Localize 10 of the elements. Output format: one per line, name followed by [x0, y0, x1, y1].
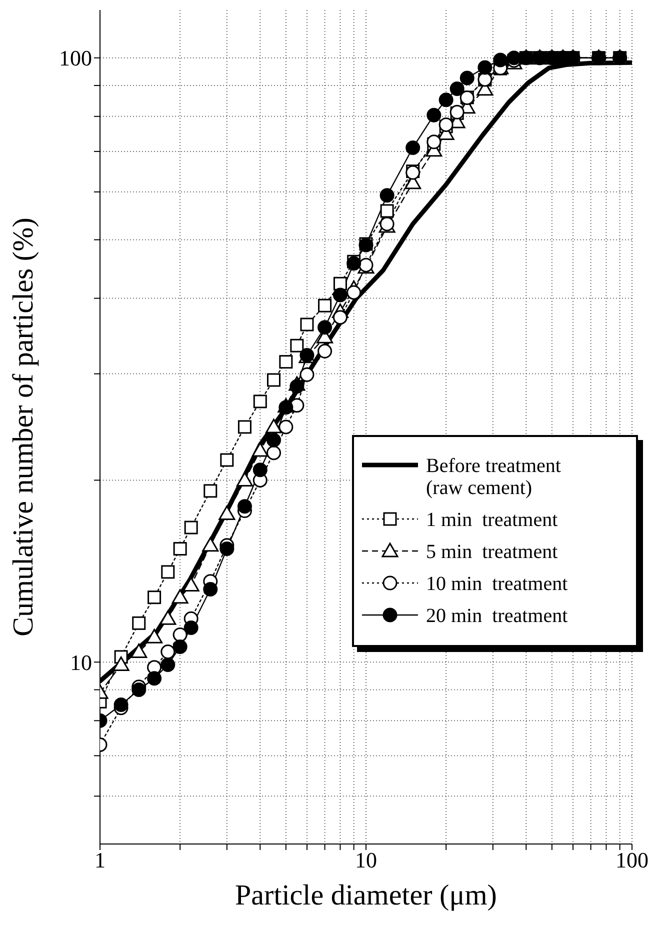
- x-tick-label: 100: [616, 848, 648, 873]
- legend-label: 20 min treatment: [426, 605, 568, 627]
- legend-label: 5 min treatment: [426, 541, 558, 563]
- legend-label: 10 min treatment: [426, 573, 568, 595]
- legend-label: Before treatment (raw cement): [426, 455, 562, 499]
- x-axis-title: Particle diameter (μm): [235, 880, 497, 912]
- y-axis-title: Cumulative number of particles (%): [7, 218, 40, 636]
- x-tick-label: 10: [355, 848, 377, 873]
- x-tick-label: 1: [94, 848, 106, 873]
- legend-label: 1 min treatment: [426, 509, 558, 531]
